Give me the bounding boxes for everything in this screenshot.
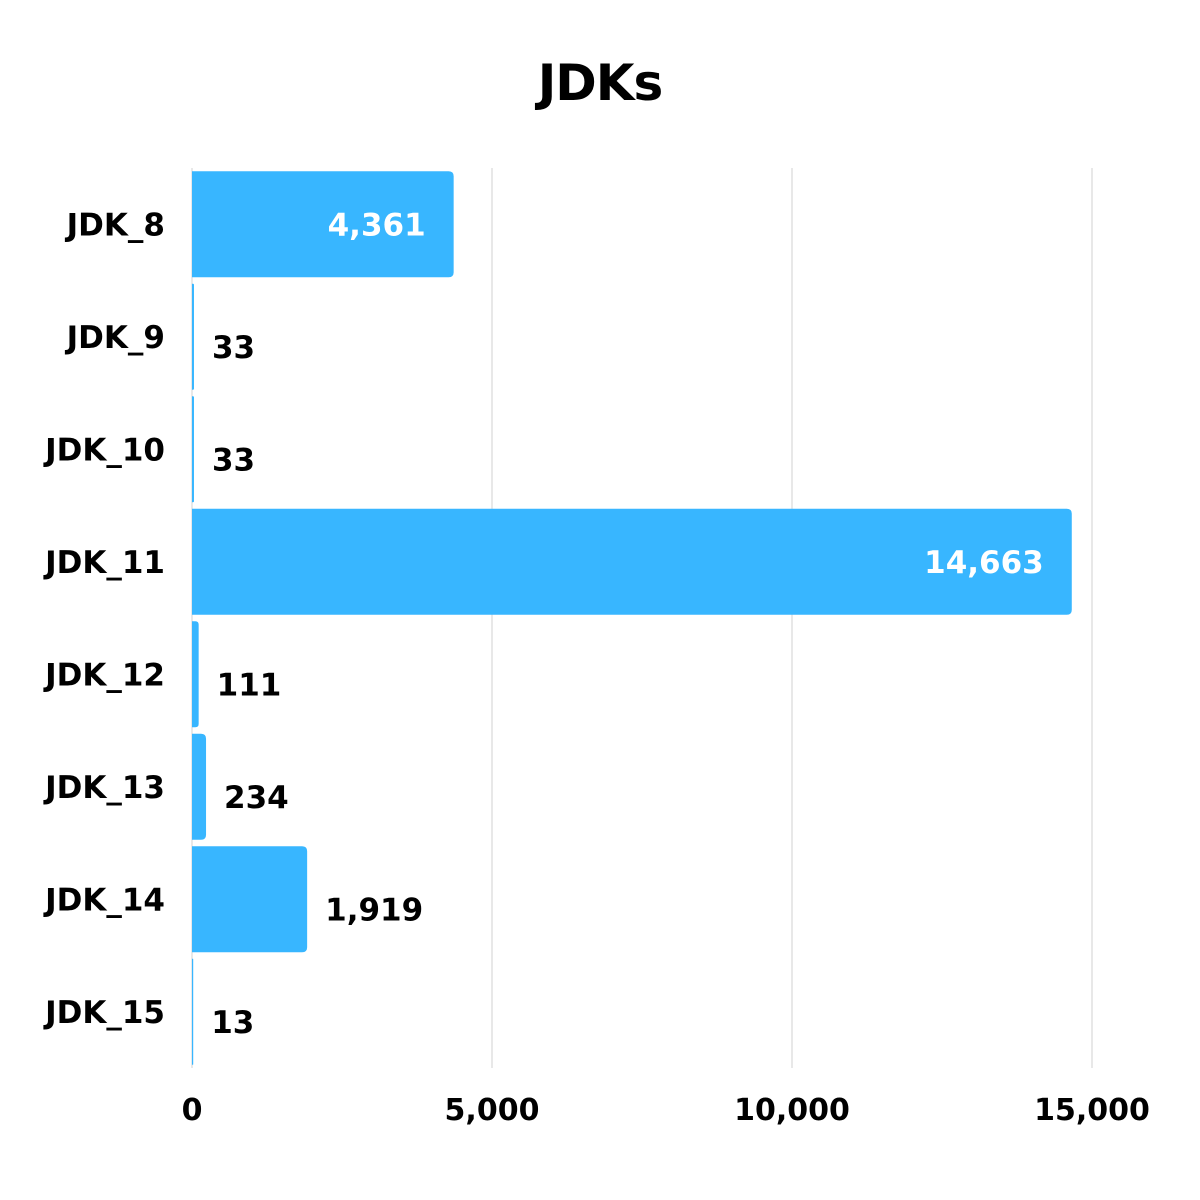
category-label: JDK_10 [43,432,165,468]
value-label: 111 [217,667,282,703]
bar [192,958,194,1065]
bar [192,621,199,728]
category-label: JDK_13 [43,770,165,806]
category-label: JDK_9 [65,320,165,356]
value-label: 13 [211,1005,254,1041]
x-tick-label: 0 [182,1093,203,1128]
bar [192,733,207,840]
category-label: JDK_15 [43,995,165,1031]
bar [192,846,308,953]
value-label: 1,919 [325,892,423,928]
bar [192,171,454,278]
bar [192,283,194,390]
x-tick-label: 10,000 [734,1093,850,1128]
category-label: JDK_11 [43,545,165,581]
value-label: 33 [212,330,255,366]
value-label: 234 [224,780,289,816]
category-label: JDK_14 [43,882,165,918]
x-tick-label: 5,000 [445,1093,540,1128]
value-label: 4,361 [328,207,426,243]
bar [192,396,194,503]
chart-title: JDKs [537,54,664,112]
x-tick-label: 15,000 [1034,1093,1150,1128]
value-label: 33 [212,442,255,478]
bar [192,508,1072,615]
category-label: JDK_12 [43,657,165,693]
category-label: JDK_8 [65,207,165,243]
value-label: 14,663 [924,545,1044,581]
